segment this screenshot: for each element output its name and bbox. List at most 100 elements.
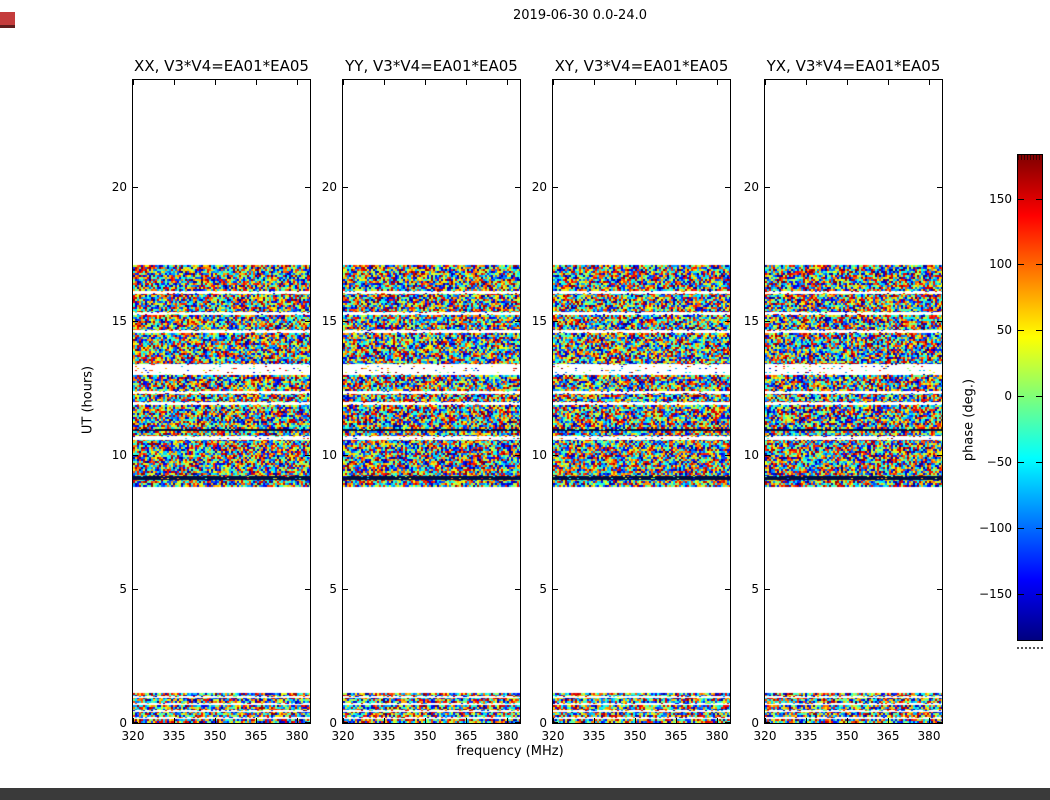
colorbar-tick-mark [1018,330,1024,331]
x-tick-mark [215,80,216,85]
figure-title: 2019-06-30 0.0-24.0 [513,8,647,23]
x-tick-mark [676,718,677,723]
y-tick-mark [765,722,770,723]
x-tick-mark [343,80,344,85]
y-tick-mark [937,187,942,188]
x-tick-mark [888,718,889,723]
y-tick-label: 0 [751,716,759,730]
y-tick-label: 20 [531,180,547,194]
y-axis-label: UT (hours) [80,365,96,435]
heatmap-panel-xy: XY, V3*V4=EA01*EA05 [552,57,731,724]
x-tick-mark [717,718,718,723]
y-tick-label: 15 [531,314,547,328]
x-tick-mark [174,80,175,85]
x-tick-mark [806,718,807,723]
x-tick-mark [466,718,467,723]
colorbar-tick-mark [1036,330,1042,331]
x-tick-mark [384,718,385,723]
x-tick-label: 320 [121,729,145,743]
x-tick-mark [256,718,257,723]
x-tick-mark [466,80,467,85]
y-tick-mark [133,589,138,590]
x-tick-mark [553,80,554,85]
y-tick-mark [765,589,770,590]
y-tick-mark [133,455,138,456]
x-tick-mark [507,718,508,723]
y-tick-mark [515,589,520,590]
x-tick-label: 335 [162,729,186,743]
colorbar-top-hatch-marks [1018,155,1042,160]
colorbar-tick-label: 0 [1004,389,1012,403]
x-tick-mark [888,80,889,85]
y-tick-mark [343,722,348,723]
x-tick-mark [847,80,848,85]
x-tick-label: 380 [705,729,729,743]
colorbar-tick-mark [1018,594,1024,595]
y-tick-mark [305,455,310,456]
colorbar-tick-label: 100 [989,257,1012,271]
x-tick-mark [929,80,930,85]
y-tick-mark [515,722,520,723]
phase-noise-heatmap-xx [133,80,310,723]
x-tick-label: 350 [835,729,859,743]
phase-noise-heatmap-yx [765,80,942,723]
x-tick-mark [384,80,385,85]
x-tick-mark [425,80,426,85]
x-tick-mark [635,718,636,723]
x-tick-mark [594,80,595,85]
x-tick-label: 350 [413,729,437,743]
x-tick-label: 320 [753,729,777,743]
y-tick-mark [937,589,942,590]
y-tick-mark [937,321,942,322]
x-tick-mark [765,718,766,723]
y-tick-label: 0 [539,716,547,730]
y-tick-mark [937,722,942,723]
panel-title-yx: YX, V3*V4=EA01*EA05 [766,57,941,75]
colorbar-tick-mark [1018,199,1024,200]
y-tick-label: 10 [111,448,127,462]
x-tick-label: 380 [495,729,519,743]
heatmap-panel-xx: XX, V3*V4=EA01*EA05 [132,57,311,724]
colorbar-tick-mark [1018,528,1024,529]
x-tick-label: 365 [454,729,478,743]
x-tick-mark [256,80,257,85]
y-tick-mark [553,321,558,322]
y-tick-mark [553,187,558,188]
x-tick-label: 365 [876,729,900,743]
colorbar-tick-mark [1018,396,1024,397]
colorbar-tick-mark [1036,594,1042,595]
x-tick-label: 335 [794,729,818,743]
y-tick-mark [553,589,558,590]
x-tick-label: 365 [664,729,688,743]
y-tick-label: 20 [743,180,759,194]
y-tick-mark [343,589,348,590]
y-tick-mark [133,187,138,188]
y-tick-mark [725,589,730,590]
colorbar-tick-mark [1018,462,1024,463]
x-tick-label: 380 [917,729,941,743]
x-tick-mark [676,80,677,85]
colorbar-tick-mark [1018,264,1024,265]
phase-noise-heatmap-xy [553,80,730,723]
x-tick-mark [553,718,554,723]
colorbar-tick-mark [1036,264,1042,265]
x-tick-label: 335 [582,729,606,743]
y-tick-label: 20 [111,180,127,194]
y-tick-label: 15 [743,314,759,328]
y-tick-label: 10 [321,448,337,462]
y-tick-mark [305,187,310,188]
y-tick-mark [515,187,520,188]
phase-noise-heatmap-yy [343,80,520,723]
y-tick-label: 15 [111,314,127,328]
x-tick-mark [929,718,930,723]
colorbar-tick-mark [1036,199,1042,200]
y-tick-label: 10 [531,448,547,462]
x-tick-label: 320 [331,729,355,743]
y-tick-mark [725,321,730,322]
y-tick-mark [725,722,730,723]
x-tick-mark [133,80,134,85]
y-tick-mark [515,455,520,456]
y-tick-mark [515,321,520,322]
x-tick-mark [297,80,298,85]
